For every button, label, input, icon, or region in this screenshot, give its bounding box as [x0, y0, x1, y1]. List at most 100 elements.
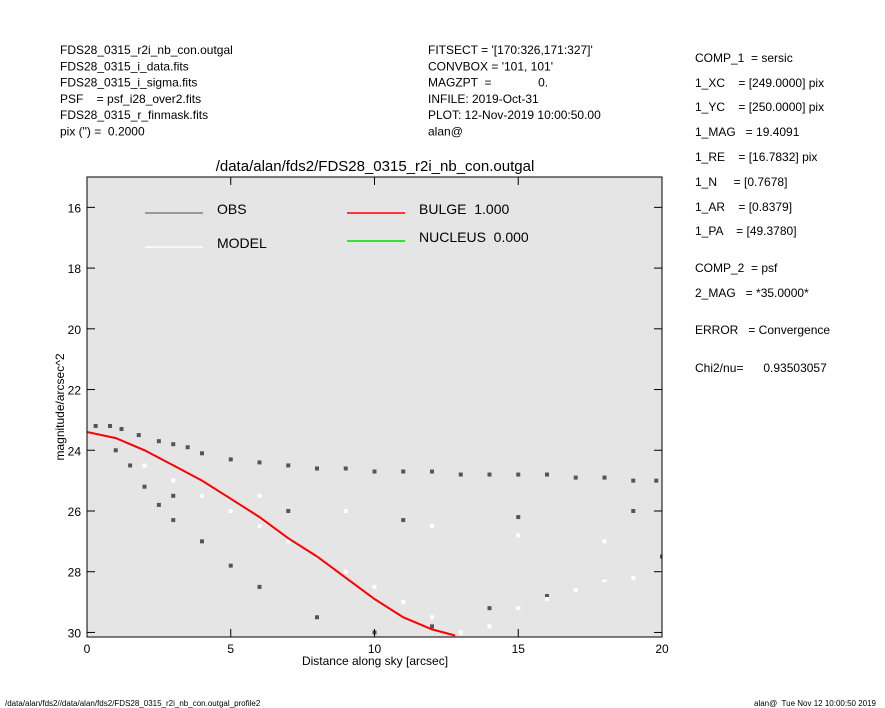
- data-point: [343, 569, 348, 574]
- chart-title: /data/alan/fds2/FDS28_0315_r2i_nb_con.ou…: [216, 158, 535, 175]
- parameter-line: 1_RE = [16.7832] pix: [695, 150, 817, 164]
- header-left-line: FDS28_0315_i_sigma.fits: [60, 76, 197, 90]
- legend-label: MODEL: [217, 235, 267, 251]
- header-middle-line: PLOT: 12-Nov-2019 10:00:50.00: [428, 108, 601, 122]
- parameter-line: 2_MAG = *35.0000*: [695, 286, 809, 300]
- data-point: [430, 469, 434, 474]
- data-point: [142, 484, 147, 489]
- header-middle-line: FITSECT = '[170:326,171:327]': [428, 43, 593, 57]
- data-point: [257, 584, 262, 589]
- data-point: [401, 600, 406, 605]
- data-point: [631, 575, 636, 580]
- parameter-line: COMP_2 = psf: [695, 261, 778, 275]
- data-point: [200, 451, 204, 456]
- x-tick-label: 15: [512, 642, 526, 656]
- header-middle-line: MAGZPT = 0.: [428, 76, 548, 90]
- header-middle-line: INFILE: 2019-Oct-31: [428, 92, 539, 106]
- x-tick-label: 10: [368, 642, 382, 656]
- data-point: [257, 493, 262, 498]
- data-point: [458, 630, 463, 635]
- parameter-line: COMP_1 = sersic: [695, 51, 793, 65]
- data-point: [142, 463, 147, 468]
- data-point: [343, 466, 348, 471]
- data-point: [286, 539, 291, 544]
- data-point: [372, 469, 377, 474]
- y-tick-label: 26: [68, 505, 82, 519]
- data-point: [315, 615, 319, 620]
- y-tick-label: 18: [68, 262, 82, 276]
- data-point: [602, 475, 607, 480]
- parameter-line: 1_PA = [49.3780]: [695, 224, 797, 238]
- data-point: [200, 539, 204, 544]
- data-point: [156, 502, 161, 507]
- header-left-line: FDS28_0315_i_data.fits: [60, 59, 189, 73]
- header-middle-line: CONVBOX = '101, 101': [428, 59, 553, 73]
- x-tick-label: 5: [227, 642, 234, 656]
- footer-right: alan@ Tue Nov 12 10:00:50 2019: [754, 699, 877, 708]
- data-point: [516, 515, 521, 520]
- data-point: [602, 578, 607, 583]
- y-tick-label: 30: [68, 626, 82, 640]
- legend-label: NUCLEUS 0.000: [419, 229, 529, 245]
- data-point: [228, 563, 233, 568]
- legend-label: BULGE 1.000: [419, 201, 509, 217]
- data-point: [487, 472, 492, 477]
- data-point: [516, 606, 521, 611]
- data-point: [343, 508, 348, 513]
- data-point: [372, 584, 377, 589]
- data-point: [93, 423, 98, 428]
- data-point: [487, 624, 492, 629]
- data-point: [171, 518, 176, 523]
- header-left-line: pix (") = 0.2000: [60, 125, 145, 139]
- data-point: [315, 466, 319, 471]
- header-left-line: PSF = psf_i28_over2.fits: [60, 92, 201, 106]
- plot-area: [87, 177, 662, 637]
- data-point: [545, 594, 549, 599]
- data-point: [458, 472, 463, 477]
- x-axis-label: Distance along sky [arcsec]: [302, 654, 448, 668]
- data-point: [136, 433, 141, 438]
- parameter-line: 1_AR = [0.8379]: [695, 200, 792, 214]
- data-point: [286, 508, 291, 513]
- data-point: [654, 478, 659, 483]
- data-point: [228, 457, 233, 462]
- data-point: [545, 597, 549, 602]
- data-point: [185, 445, 190, 450]
- data-point: [401, 518, 406, 523]
- y-tick-label: 16: [68, 201, 82, 215]
- parameter-line: 1_MAG = 19.4091: [695, 125, 800, 139]
- data-point: [516, 472, 521, 477]
- data-point: [156, 439, 161, 444]
- data-point: [487, 606, 492, 611]
- data-point: [516, 533, 521, 538]
- data-point: [573, 587, 578, 592]
- data-point: [602, 539, 607, 544]
- x-tick-label: 0: [84, 642, 91, 656]
- data-point: [257, 524, 262, 529]
- header-middle-line: alan@: [428, 125, 463, 139]
- data-point: [171, 478, 176, 483]
- data-point: [286, 463, 291, 468]
- data-point: [119, 427, 124, 432]
- data-point: [200, 493, 204, 498]
- y-tick-label: 28: [68, 566, 82, 580]
- parameter-line: ERROR = Convergence: [695, 323, 830, 337]
- y-tick-label: 22: [68, 384, 82, 398]
- data-point: [257, 460, 262, 465]
- data-point: [430, 615, 434, 620]
- data-point: [430, 524, 434, 529]
- header-left-line: FDS28_0315_r_finmask.fits: [60, 108, 208, 122]
- data-point: [430, 624, 434, 629]
- data-point: [573, 475, 578, 480]
- data-point: [108, 423, 112, 428]
- data-point: [401, 469, 406, 474]
- data-point: [545, 472, 549, 477]
- y-tick-label: 20: [68, 323, 82, 337]
- data-point: [660, 554, 662, 559]
- legend-label: OBS: [217, 201, 247, 217]
- footer-left: /data/alan/fds2//data/alan/fds2/FDS28_03…: [5, 699, 261, 708]
- y-axis-label: magnitude/arcsec^2: [53, 353, 67, 460]
- data-point: [171, 493, 176, 498]
- data-point: [228, 508, 233, 513]
